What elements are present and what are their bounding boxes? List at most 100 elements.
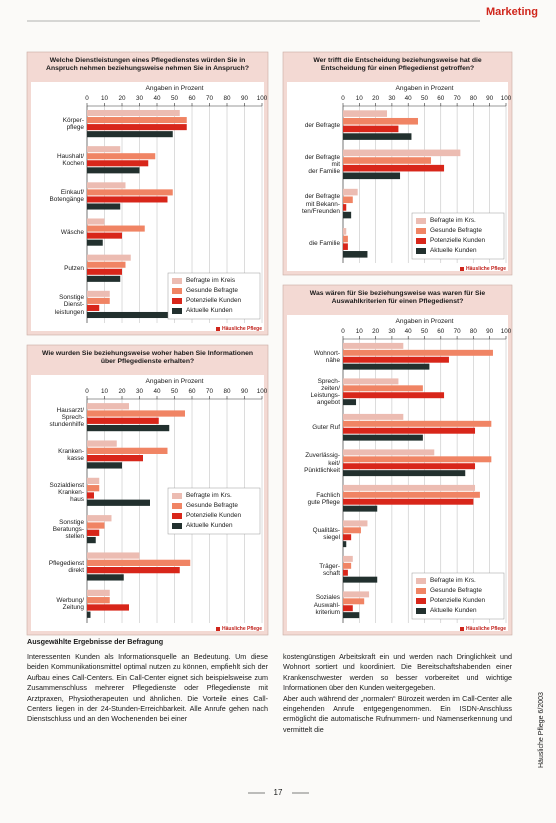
x-tick-label: 20 (118, 95, 126, 102)
bar (343, 164, 445, 172)
x-tick-label: 100 (500, 95, 512, 102)
bar (343, 110, 388, 117)
x-tick-label: 20 (372, 95, 380, 102)
body-text: kostengünstigen Arbeitskraft ein und wer… (283, 652, 512, 734)
x-tick-label: 30 (135, 95, 143, 102)
x-tick-label: 90 (486, 95, 494, 102)
bar (343, 456, 492, 463)
chart-title: Welche Dienstleistungen eines Pflegedien… (46, 57, 249, 72)
bar (87, 124, 187, 131)
x-tick-label: 10 (355, 95, 363, 102)
category-label: Träger- schaft (319, 562, 340, 577)
bar (87, 182, 126, 189)
x-tick-label: 20 (372, 328, 380, 335)
x-tick-label: 90 (240, 388, 248, 395)
bar (343, 188, 358, 196)
bar (343, 211, 352, 219)
legend-swatch (416, 218, 426, 224)
legend-label: Gesunde Befragte (186, 287, 238, 294)
legend-swatch (416, 238, 426, 244)
bar (87, 109, 180, 117)
source-label: Häusliche Pflege (466, 266, 507, 272)
bar (87, 462, 122, 469)
source-label: Häusliche Pflege (466, 626, 507, 632)
bar (87, 153, 156, 160)
bar (87, 440, 117, 447)
legend-swatch (172, 278, 182, 284)
bar (343, 149, 461, 157)
bar (87, 567, 180, 574)
category-label: die Familie (309, 239, 340, 247)
legend-label: Potenzielle Kunden (186, 297, 242, 304)
bar (87, 297, 110, 304)
bar (343, 562, 352, 569)
x-tick-label: 0 (341, 95, 345, 102)
bar (87, 559, 191, 566)
bar (343, 157, 432, 164)
bar (87, 203, 121, 210)
x-tick-label: 80 (223, 95, 231, 102)
bar (343, 356, 449, 363)
bar (87, 574, 124, 581)
bar (87, 589, 110, 597)
legend-label: Aktuelle Kunden (430, 247, 477, 254)
source-marker (216, 327, 220, 331)
legend-box (167, 272, 261, 320)
bar (343, 172, 401, 180)
x-tick-label: 30 (135, 388, 143, 395)
category-label: Haushalt/ Kochen (57, 153, 84, 168)
legend-label: Potenzielle Kunden (430, 597, 486, 604)
category-label: Putzen (64, 265, 84, 273)
category-label: Wäsche (60, 228, 84, 236)
source-label: Häusliche Pflege (222, 626, 263, 632)
bar (343, 612, 360, 619)
bar (343, 605, 353, 612)
category-label: der Befragte mit der Familie (304, 154, 340, 176)
bar (343, 204, 347, 211)
legend-label: Potenzielle Kunden (430, 237, 486, 244)
category-label: Werbung/ Zeitung (56, 597, 84, 612)
bar (343, 555, 353, 562)
bar (343, 427, 476, 434)
bar (87, 485, 100, 492)
bar (87, 492, 94, 499)
x-tick-label: 10 (355, 328, 363, 335)
bar (343, 484, 476, 491)
bar (343, 385, 423, 392)
legend-label: Befragte im Krs. (186, 492, 232, 499)
x-tick-label: 50 (420, 328, 428, 335)
axis-label: Angaben in Prozent (145, 378, 204, 385)
legend-label: Potenzielle Kunden (186, 512, 242, 519)
legend-swatch (172, 288, 182, 294)
axis-label: Angaben in Prozent (145, 85, 204, 92)
bar (343, 117, 418, 125)
bar (87, 311, 208, 319)
x-tick-label: 40 (153, 95, 161, 102)
category-label: Einkauf/ Botengänge (49, 189, 84, 204)
bar (87, 261, 126, 268)
bar (343, 342, 404, 349)
bar (87, 455, 143, 462)
bar (87, 424, 170, 432)
category-label: Fachlich gute Pflege (307, 491, 340, 506)
category-label: der Befragte mit Bekann- ten/Freunden (301, 193, 340, 215)
page-number: 17 (273, 788, 283, 797)
bar (87, 268, 122, 275)
x-tick-label: 10 (100, 388, 108, 395)
bar (343, 196, 353, 204)
bar (343, 133, 412, 140)
x-tick-label: 0 (341, 328, 345, 335)
legend-swatch (416, 598, 426, 604)
category-label: Zuverlässig- keit/ Pünktlichkeit (304, 452, 340, 474)
x-tick-label: 60 (437, 328, 445, 335)
x-tick-label: 50 (170, 95, 178, 102)
legend-box (411, 572, 505, 620)
bar (343, 413, 404, 420)
x-tick-label: 0 (85, 95, 89, 102)
bar (343, 449, 435, 456)
bar (87, 290, 110, 297)
bar (87, 410, 185, 417)
x-tick-label: 30 (388, 328, 396, 335)
bar (343, 498, 474, 505)
bar (343, 527, 361, 534)
